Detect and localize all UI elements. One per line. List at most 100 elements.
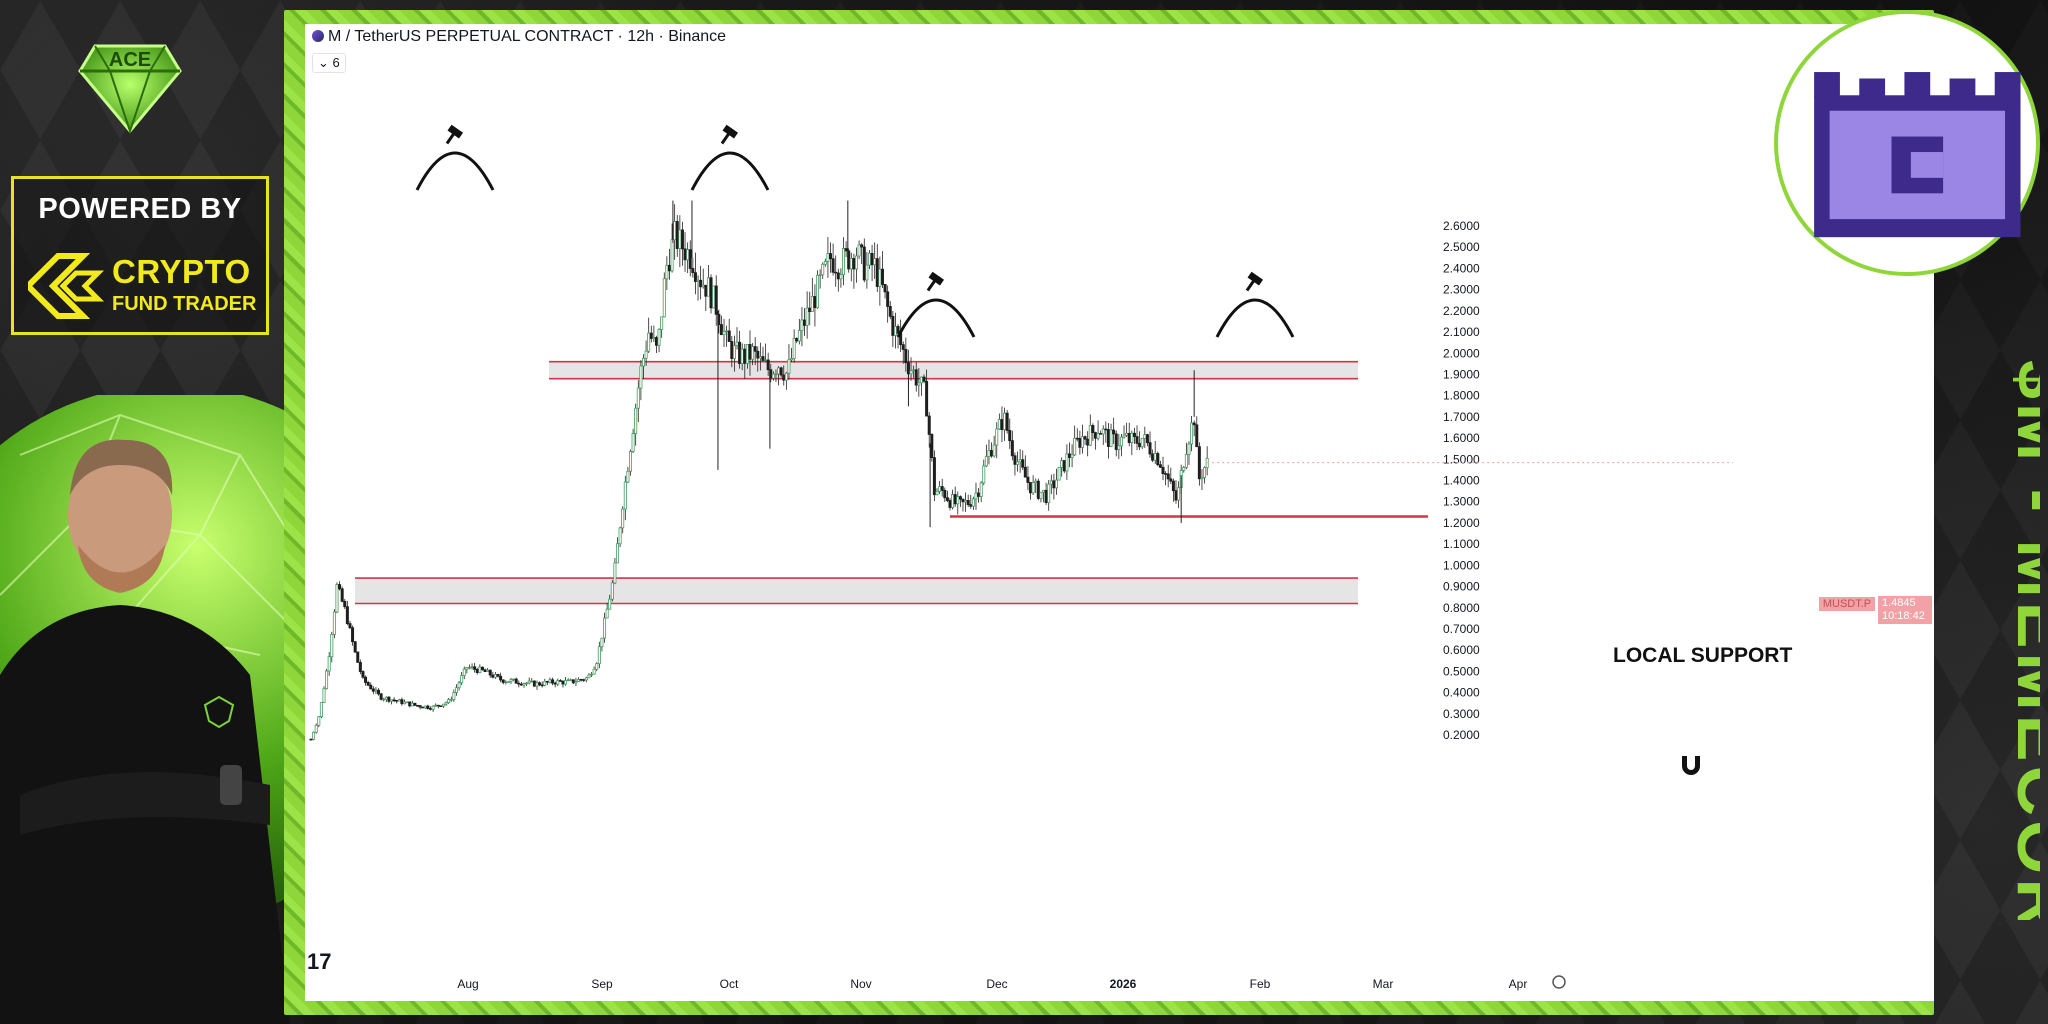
candle-body [919, 376, 923, 384]
logo-text: ACE [109, 49, 151, 71]
candle-body [644, 350, 648, 359]
candle-body [603, 617, 607, 639]
candle-body [1078, 438, 1082, 448]
candle-body [971, 498, 975, 507]
candle-body [930, 434, 934, 459]
candle-body [530, 680, 534, 683]
candle-body [956, 496, 960, 505]
candle-body [1177, 487, 1181, 501]
candle-body [639, 365, 643, 389]
candle-body [428, 708, 432, 710]
candle-body [317, 716, 321, 726]
candle-body [771, 373, 775, 379]
candle-body [636, 387, 640, 409]
candle-body [795, 338, 799, 342]
candle-body [631, 433, 635, 452]
candle-body [875, 258, 879, 287]
candle-body [496, 674, 500, 677]
candle-body [706, 277, 710, 297]
candle-body [867, 252, 871, 266]
last-price-tag: 1.4845 10:18:42 [1878, 596, 1932, 624]
candle-body [475, 669, 479, 673]
candle-body [486, 669, 490, 673]
chart-header[interactable]: M / TetherUS PERPETUAL CONTRACT · 12h · … [312, 28, 726, 46]
candle-body [816, 275, 820, 309]
candle-body [595, 663, 599, 670]
candle-body [665, 264, 669, 280]
y-tick-label: 1.1000 [1443, 537, 1480, 551]
candle-body [1042, 489, 1046, 493]
candle-body [883, 284, 887, 293]
candle-body [878, 268, 882, 287]
candle-body [777, 367, 781, 375]
candle-body [784, 372, 788, 381]
candle-body [792, 338, 796, 359]
candle-body [335, 584, 339, 613]
candle-body [943, 489, 947, 499]
candle-body [467, 667, 471, 669]
candle-body [800, 319, 804, 331]
candle-body [522, 683, 526, 686]
candle-body [1153, 453, 1157, 461]
candle-body [431, 705, 435, 710]
candle-body [1052, 480, 1056, 489]
candle-body [673, 221, 677, 241]
candle-body [465, 667, 469, 670]
candle-body [1132, 432, 1136, 438]
candle-body [1148, 442, 1152, 455]
y-tick-label: 1.0000 [1443, 558, 1480, 572]
candle-body [1122, 434, 1126, 438]
y-tick-label: 2.1000 [1443, 325, 1480, 339]
y-tick-label: 2.5000 [1443, 240, 1480, 254]
candle-body [1075, 437, 1079, 440]
candle-body [727, 330, 731, 342]
candle-body [992, 444, 996, 457]
candle-body [1036, 480, 1040, 499]
candle-body [958, 496, 962, 500]
candle-body [745, 344, 749, 364]
candle-body [377, 689, 381, 695]
candle-body [722, 331, 726, 336]
candle-body [1008, 430, 1012, 442]
y-tick-label: 0.8000 [1443, 601, 1480, 615]
candle-body [803, 319, 807, 326]
candle-body [597, 646, 601, 665]
candle-body [935, 490, 939, 496]
spike-wicks [672, 200, 1195, 528]
candle-body [405, 701, 409, 704]
candle-body [735, 341, 739, 346]
chevron-down-icon: ⌄ [318, 55, 329, 70]
settings-gear-icon[interactable] [1552, 975, 1566, 989]
hammer-icon [926, 271, 945, 292]
candle-body [873, 258, 877, 266]
resistance-zone [355, 578, 1358, 604]
candle-body [382, 698, 386, 701]
candle-body [823, 261, 827, 265]
candle-body [927, 415, 931, 435]
candle-body [990, 450, 994, 457]
candle-body [441, 703, 445, 707]
candle-body [1026, 476, 1030, 483]
chart-title: M / TetherUS PERPETUAL CONTRACT · 12h · … [328, 28, 727, 45]
candle-body [909, 370, 913, 375]
x-tick-label: 2026 [1110, 977, 1137, 991]
indicator-toggle[interactable]: ⌄ 6 [312, 53, 346, 73]
candle-body [1018, 459, 1022, 463]
candle-body [343, 600, 347, 608]
candle-body [831, 258, 835, 273]
candle-body [1106, 429, 1110, 447]
candle-body [1161, 466, 1165, 474]
candle-body [582, 679, 586, 681]
candle-body [540, 684, 544, 687]
candle-body [667, 264, 671, 272]
candle-body [896, 326, 900, 334]
candle-body [766, 359, 770, 371]
candle-body [447, 699, 451, 704]
candle-body [969, 504, 973, 507]
y-tick-label: 2.4000 [1443, 261, 1480, 275]
magnet-icon [1682, 756, 1700, 775]
candle-body [756, 350, 760, 359]
candle-body [1195, 424, 1199, 448]
candle-body [400, 699, 404, 705]
candle-body [880, 268, 884, 285]
